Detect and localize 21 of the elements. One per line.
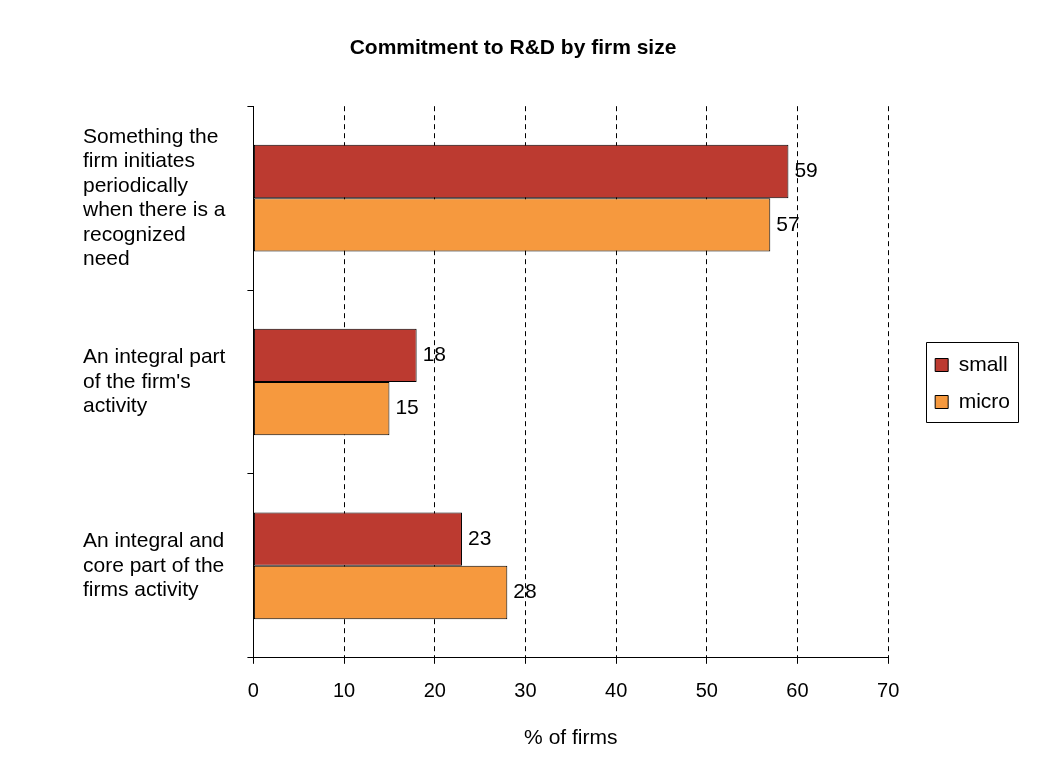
x-tick-label: 10 <box>332 679 356 702</box>
data-label: 15 <box>395 395 419 419</box>
legend-label: small <box>958 351 1008 375</box>
data-label: 59 <box>794 158 818 182</box>
x-axis-title: % of firms <box>524 725 618 749</box>
x-tick-label: 30 <box>514 679 537 702</box>
legend-label: micro <box>958 388 1011 412</box>
data-label: 57 <box>776 211 800 235</box>
chart-title: Commitment to R&D by firm size <box>349 35 677 59</box>
data-label: 23 <box>467 526 492 549</box>
y-tick-label: An integral part of the firm's activity <box>83 344 226 417</box>
y-tick-label: An integral and core part of the firms activity <box>83 528 225 601</box>
y-tick-label: Something the firm initiates periodically when there is a recognized need <box>82 123 226 270</box>
x-tick-label: 0 <box>247 679 259 702</box>
x-tick-label: 20 <box>423 679 446 702</box>
x-tick-label: 70 <box>877 679 900 702</box>
data-label: 28 <box>513 579 537 603</box>
x-tick-label: 60 <box>786 679 809 702</box>
data-label: 18 <box>422 342 446 366</box>
x-tick-label: 40 <box>605 679 628 702</box>
x-tick-label: 50 <box>695 679 718 702</box>
